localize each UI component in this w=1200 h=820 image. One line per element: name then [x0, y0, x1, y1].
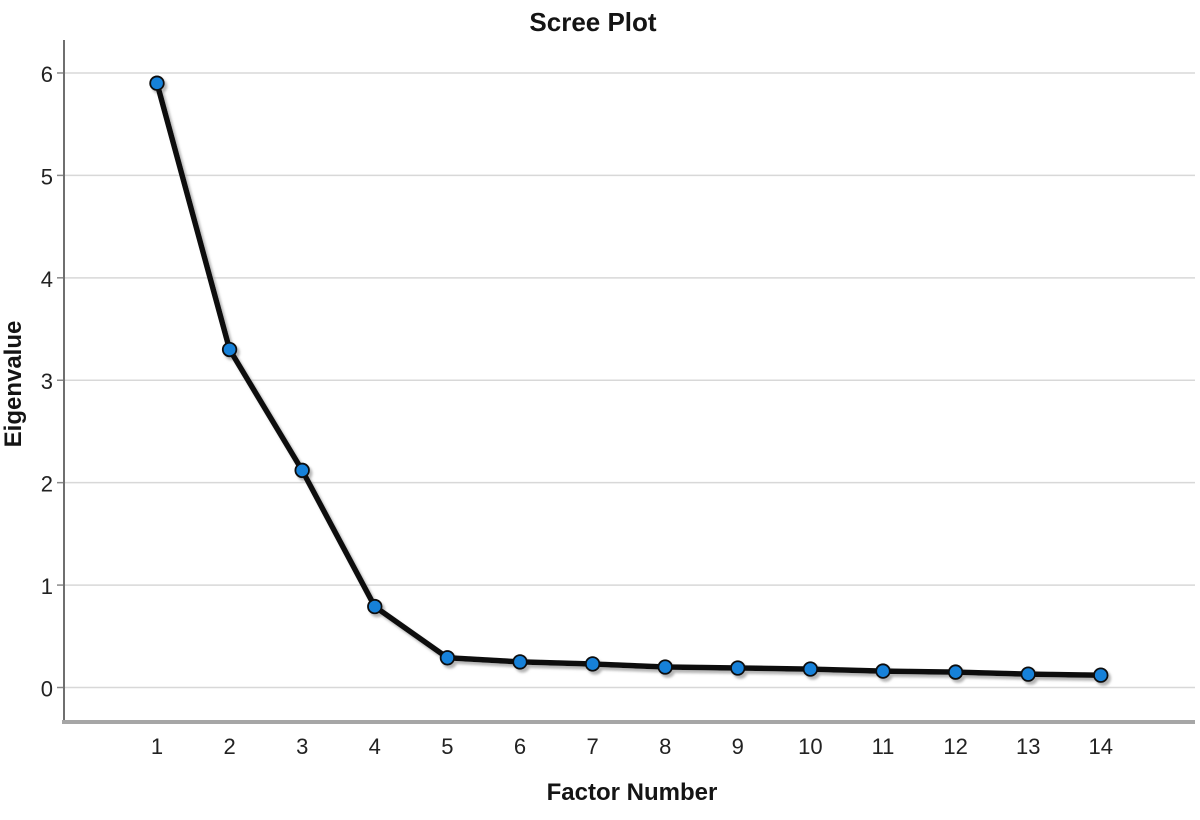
y-tick-label: 1	[41, 574, 53, 599]
y-tick-label: 4	[41, 267, 53, 292]
data-point-10	[802, 661, 819, 677]
y-tick-labels: 0 1 2 3 4 5 6	[41, 62, 53, 702]
x-axis-title: Factor Number	[547, 779, 718, 806]
y-tick-label: 0	[41, 677, 53, 702]
data-point-1	[149, 75, 165, 91]
x-tick-label: 13	[1016, 734, 1040, 759]
y-tick-label: 3	[41, 369, 53, 394]
x-tick-label: 6	[514, 734, 526, 759]
x-tick-label: 3	[296, 734, 308, 759]
data-point-14	[1093, 667, 1109, 683]
y-tick-label: 6	[41, 62, 53, 87]
data-point-7	[584, 656, 601, 672]
x-tick-label: 4	[369, 734, 381, 759]
data-point-4	[367, 598, 383, 615]
eigenvalue-series	[149, 75, 1109, 683]
y-axis-ticks	[57, 72, 64, 689]
x-tick-label: 2	[223, 734, 235, 759]
data-point-3	[294, 462, 310, 479]
y-axis-title: Eigenvalue	[0, 321, 27, 448]
gridlines	[64, 72, 1195, 689]
x-tick-label: 1	[151, 734, 163, 759]
data-point-6	[512, 654, 528, 670]
x-tick-label: 12	[943, 734, 967, 759]
x-tick-label: 14	[1089, 734, 1113, 759]
x-tick-label: 9	[732, 734, 744, 759]
x-tick-label: 10	[798, 734, 822, 759]
data-point-8	[657, 659, 673, 675]
x-tick-label: 11	[872, 734, 895, 759]
eigenvalue-line	[154, 80, 1104, 678]
data-point-11	[875, 663, 891, 679]
data-point-2	[221, 341, 238, 358]
data-point-5	[439, 650, 456, 666]
data-point-12	[947, 664, 964, 680]
chart-title: Scree Plot	[529, 7, 657, 37]
x-tick-labels: 1 2 3 4 5 6 7 8 9 10 11 12 13 14	[151, 734, 1113, 759]
x-tick-label: 8	[659, 734, 671, 759]
x-tick-label: 7	[586, 734, 598, 759]
data-point-9	[730, 660, 746, 676]
y-tick-label: 5	[41, 164, 53, 189]
data-point-13	[1020, 666, 1036, 682]
x-tick-label: 5	[441, 734, 453, 759]
y-tick-label: 2	[41, 472, 53, 497]
